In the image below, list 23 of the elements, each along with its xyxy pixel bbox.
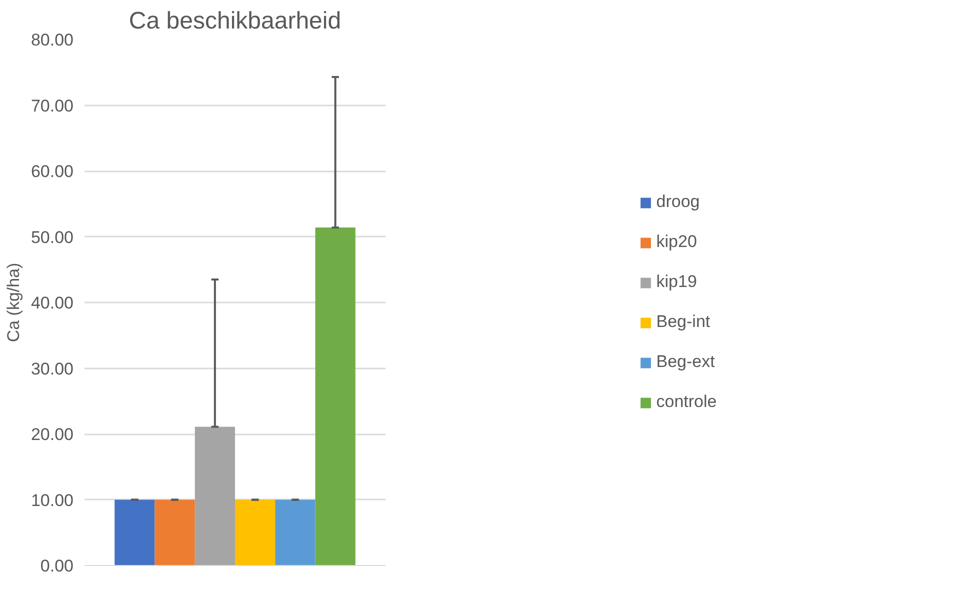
bar xyxy=(114,500,155,566)
bar xyxy=(154,500,195,566)
y-tick-label: 40.00 xyxy=(30,294,74,312)
y-tick-label: 30.00 xyxy=(30,359,74,378)
legend-label: kip19 xyxy=(656,272,697,292)
bar xyxy=(275,500,316,566)
legend-label: Beg-int xyxy=(656,312,710,332)
chart-title: Ca beschikbaarheid xyxy=(128,8,342,34)
legend-label: controle xyxy=(656,392,717,412)
y-tick-label: 80.00 xyxy=(30,30,74,50)
y-tick-label: 20.00 xyxy=(30,425,74,444)
bar xyxy=(194,426,235,566)
legend-label: Beg-ext xyxy=(656,352,715,372)
y-axis-title: Ca (kg/ha) xyxy=(4,262,23,342)
y-tick-label: 0.00 xyxy=(40,556,74,576)
y-tick-label: 50.00 xyxy=(30,228,74,247)
legend-label: kip20 xyxy=(656,232,697,252)
y-tick-label: 70.00 xyxy=(30,96,74,116)
legend-label: droog xyxy=(656,192,700,212)
y-tick-label: 60.00 xyxy=(30,162,74,181)
bar xyxy=(315,228,356,566)
bar xyxy=(235,500,276,566)
y-tick-label: 10.00 xyxy=(30,490,74,510)
